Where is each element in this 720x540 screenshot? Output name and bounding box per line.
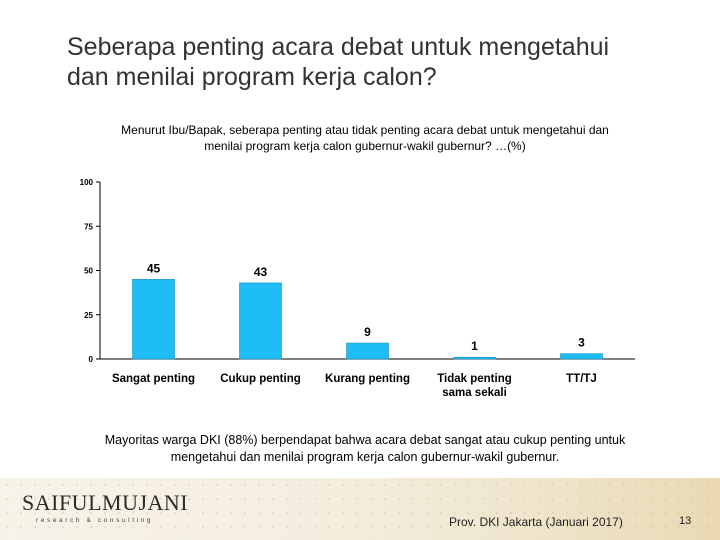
- survey-question: Menurut Ibu/Bapak, seberapa penting atau…: [60, 122, 670, 154]
- y-tick-label: 0: [89, 355, 94, 364]
- bar: [560, 353, 603, 360]
- bar: [346, 342, 389, 360]
- y-tick-label: 50: [84, 267, 93, 276]
- logo-wordmark: SAIFULMUJANI: [22, 490, 189, 515]
- footer-source: Prov. DKI Jakarta (Januari 2017): [449, 515, 623, 529]
- logo-tagline: research & consulting: [36, 517, 154, 524]
- x-category-label: sama sekali: [442, 387, 507, 399]
- conclusion-text: Mayoritas warga DKI (88%) berpendapat ba…: [55, 432, 675, 466]
- company-logo: SAIFULMUJANI research & consulting: [22, 490, 189, 525]
- bar: [453, 356, 496, 360]
- slide-title-line-2: dan menilai program kerja calon?: [67, 63, 437, 91]
- bar: [132, 279, 175, 360]
- survey-question-line-1: Menurut Ibu/Bapak, seberapa penting atau…: [121, 123, 609, 137]
- x-category-label: Sangat penting: [112, 373, 195, 385]
- x-category-label: TT/TJ: [566, 373, 597, 385]
- x-category-label: Tidak penting: [437, 373, 512, 385]
- y-tick-label: 25: [84, 311, 93, 320]
- slide-title-line-1: Seberapa penting acara debat untuk menge…: [67, 33, 610, 61]
- x-category-label: Cukup penting: [220, 373, 301, 385]
- bar-value-label: 3: [578, 336, 585, 350]
- page-number: 13: [679, 515, 692, 527]
- bar: [239, 282, 282, 360]
- survey-question-line-2: menilai program kerja calon gubernur-wak…: [204, 139, 526, 153]
- bar-value-label: 45: [147, 261, 161, 275]
- y-tick-label: 100: [80, 178, 94, 187]
- conclusion-line-1: Mayoritas warga DKI (88%) berpendapat ba…: [104, 433, 626, 447]
- x-category-label: Kurang penting: [325, 373, 410, 385]
- bar-value-label: 1: [471, 339, 478, 353]
- conclusion-line-2: mengetahui dan menilai program kerja cal…: [170, 450, 560, 464]
- y-tick-label: 75: [84, 222, 93, 231]
- bar-value-label: 9: [364, 325, 371, 339]
- slide-title: Seberapa penting acara debat untuk menge…: [67, 32, 687, 92]
- bar-value-label: 43: [254, 265, 268, 279]
- footer-background: [0, 478, 720, 540]
